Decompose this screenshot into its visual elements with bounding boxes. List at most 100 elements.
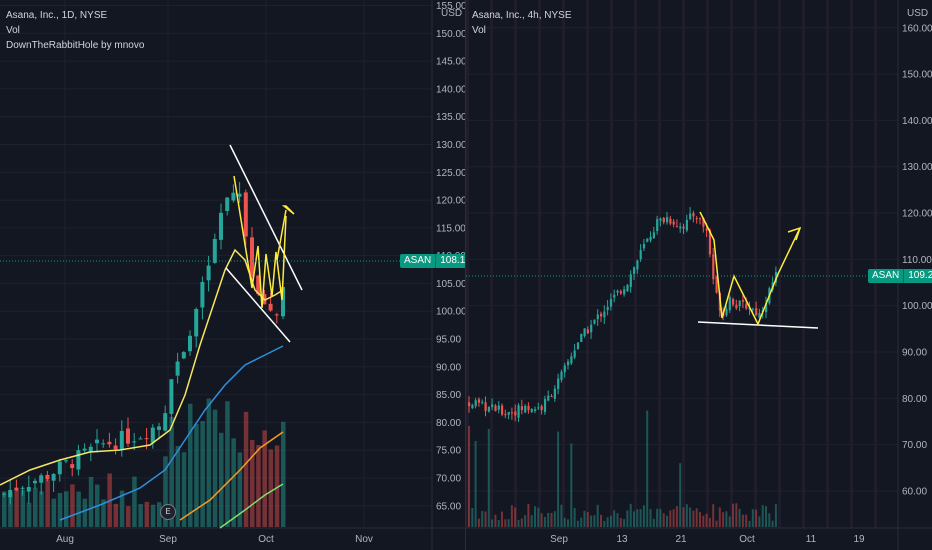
candle-body [606, 306, 609, 311]
volume-bar [550, 512, 553, 527]
volume-bar [507, 519, 510, 527]
right-price-value: 109.28 [903, 269, 932, 283]
volume-bar [563, 517, 566, 527]
candle-body [593, 319, 596, 324]
volume-bar [603, 520, 606, 527]
candle-body [560, 371, 563, 380]
candle-body [169, 379, 174, 414]
volume-bar [45, 479, 50, 527]
volume-bar [504, 519, 507, 527]
candle-body [200, 282, 205, 308]
candle-body [689, 213, 692, 220]
candle-body [573, 350, 576, 358]
volume-bar [225, 401, 230, 527]
right-chart-canvas[interactable]: 160.00 150.00 140.00 130.00 120.00 110.00 100.… [466, 0, 932, 550]
volume-bar [748, 520, 751, 527]
session-stripe [754, 0, 757, 528]
volume-bar [576, 520, 579, 527]
volume-bar [666, 515, 668, 527]
volume-bar [250, 439, 255, 527]
candle-body [45, 474, 50, 480]
volume-bar [765, 506, 767, 527]
x-tick-label: 19 [853, 534, 865, 545]
volume-bar [126, 506, 131, 527]
volume-bar [725, 511, 728, 527]
candle-body [524, 405, 527, 413]
candle-body [669, 218, 672, 224]
candle-body [732, 298, 735, 305]
trendline-lower [225, 267, 291, 343]
candle-body [2, 493, 6, 495]
session-stripe [538, 0, 541, 528]
volume-bar [580, 517, 583, 527]
earnings-icon[interactable]: E [160, 504, 176, 520]
left-last-price-label: ASAN 108.19 [400, 254, 465, 268]
session-stripe [562, 0, 565, 528]
volume-bar [662, 513, 665, 527]
candle-body [507, 411, 510, 415]
volume-bar [656, 508, 659, 527]
volume-bar [718, 507, 721, 527]
volume-bar [741, 514, 744, 527]
volume-bar [616, 513, 619, 527]
volume-bar [474, 440, 477, 527]
candle-body [580, 333, 583, 342]
volume-bar [64, 491, 69, 527]
candle-body [633, 267, 636, 274]
y-tick-label: 150.00 [902, 70, 932, 81]
candle-body [583, 328, 586, 337]
pane-divider[interactable] [465, 0, 466, 550]
volume-bar [206, 398, 212, 527]
volume-bar [557, 431, 560, 527]
volume-bar [144, 501, 150, 527]
right-chart-pane[interactable]: 160.00 150.00 140.00 130.00 120.00 110.00 100.… [466, 0, 932, 550]
y-tick-label: 145.00 [436, 57, 465, 68]
volume-bar [689, 507, 692, 527]
drawing-arrow [276, 205, 295, 261]
candle-body [715, 276, 718, 293]
volume-bar [679, 463, 682, 527]
left-chart-pane[interactable]: 155.00 150.00 145.00 140.00 135.00 130.00 125.… [0, 0, 465, 550]
candle-body [138, 438, 143, 440]
volume-bar [761, 505, 764, 527]
volume-bar [547, 512, 550, 527]
candle-body [659, 218, 662, 221]
session-stripe [850, 0, 853, 528]
volume-bar [243, 411, 249, 527]
volume-bar [652, 518, 655, 527]
candle-body [8, 489, 13, 498]
candle-body [702, 218, 705, 227]
session-stripe [634, 0, 637, 528]
candle-body [567, 361, 570, 366]
candle-body [64, 460, 68, 462]
candle-body [150, 427, 155, 443]
volume-bar [175, 446, 181, 527]
volume-bar [751, 509, 754, 527]
candle-body [88, 446, 93, 452]
candle-body [646, 238, 649, 242]
volume-bar [2, 491, 7, 527]
candle-body [570, 356, 573, 364]
volume-bar [699, 511, 701, 527]
y-tick-label: 75.00 [436, 446, 461, 457]
trendline-upper [229, 144, 303, 291]
volume-bar [543, 516, 546, 527]
volume-bar [14, 489, 19, 527]
volume-bar [771, 520, 774, 527]
volume-bar [596, 504, 599, 527]
x-tick-label: Sep [159, 534, 177, 545]
left-chart-canvas[interactable]: 155.00 150.00 145.00 140.00 135.00 130.00 125.… [0, 0, 465, 550]
candle-body [520, 406, 523, 411]
volume-bar [132, 476, 137, 527]
volume-bar [732, 503, 734, 527]
candle-body [765, 303, 768, 313]
currency-label: USD [907, 8, 928, 19]
candle-body [95, 439, 99, 444]
session-stripe [730, 0, 733, 528]
candle-body [547, 395, 550, 401]
x-tick-label: Oct [258, 534, 274, 545]
volume-bar [738, 508, 741, 527]
y-tick-label: 100.00 [902, 301, 932, 312]
candle-body [26, 487, 31, 492]
candle-body [219, 212, 223, 240]
